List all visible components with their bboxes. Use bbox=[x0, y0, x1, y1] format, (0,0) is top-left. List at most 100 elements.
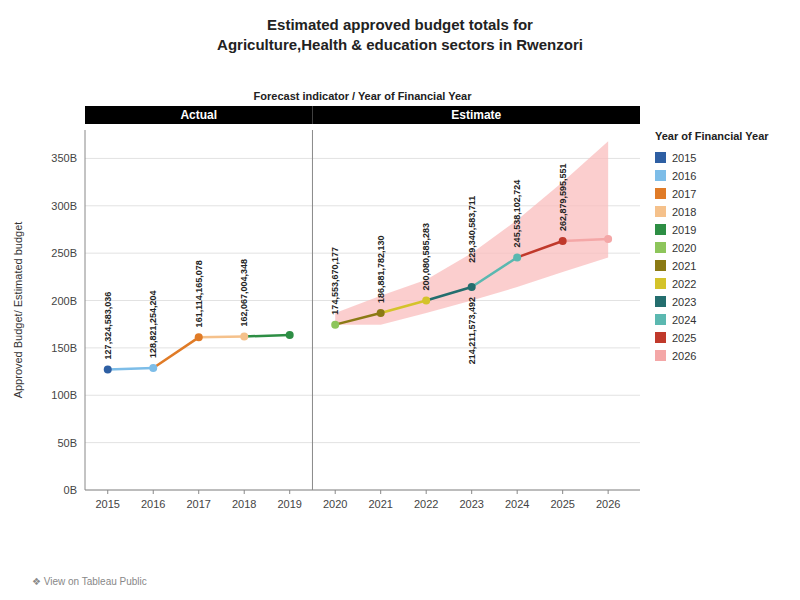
page: {"chart_data": { "type": "line", "title"… bbox=[0, 0, 800, 600]
y-tick-label: 350B bbox=[51, 152, 77, 164]
legend-label: 2024 bbox=[672, 314, 696, 326]
legend-label: 2016 bbox=[672, 170, 696, 182]
legend-label: 2018 bbox=[672, 206, 696, 218]
legend-swatch bbox=[655, 296, 666, 307]
y-tick-label: 0B bbox=[64, 484, 77, 496]
y-tick-label: 300B bbox=[51, 200, 77, 212]
x-tick bbox=[335, 490, 336, 494]
x-tick-label: 2019 bbox=[277, 498, 301, 510]
y-axis-line bbox=[85, 130, 86, 490]
line-segment bbox=[335, 313, 380, 325]
legend-label: 2017 bbox=[672, 188, 696, 200]
line-segment bbox=[153, 337, 198, 368]
legend-swatch bbox=[655, 152, 666, 163]
annotation: 186,881,782,130 bbox=[376, 235, 386, 303]
legend-label: 2020 bbox=[672, 242, 696, 254]
point bbox=[104, 365, 112, 373]
footer: ❖ View on Tableau Public bbox=[32, 576, 147, 587]
x-tick bbox=[517, 490, 518, 494]
legend-swatch bbox=[655, 224, 666, 235]
y-tick-label: 50B bbox=[57, 437, 77, 449]
x-tick-label: 2023 bbox=[459, 498, 483, 510]
annotation: 161,114,165,078 bbox=[194, 260, 204, 327]
x-tick bbox=[426, 490, 427, 494]
x-axis-line bbox=[85, 490, 640, 491]
point bbox=[422, 296, 430, 304]
header-label: Forecast indicator / Year of Financial Y… bbox=[254, 90, 473, 102]
annotation: 200,080,585,283 bbox=[421, 223, 431, 291]
legend-swatch bbox=[655, 314, 666, 325]
x-tick-label: 2026 bbox=[596, 498, 620, 510]
x-tick-label: 2025 bbox=[550, 498, 574, 510]
point bbox=[604, 235, 612, 243]
x-tick bbox=[608, 490, 609, 494]
section-label: Estimate bbox=[451, 108, 501, 122]
x-tick bbox=[471, 490, 472, 494]
section-bar bbox=[85, 106, 312, 124]
x-tick-label: 2020 bbox=[323, 498, 347, 510]
legend-label: 2022 bbox=[672, 278, 696, 290]
x-tick bbox=[153, 490, 154, 494]
x-tick-label: 2015 bbox=[96, 498, 120, 510]
grid-line bbox=[85, 442, 640, 443]
point bbox=[377, 309, 385, 317]
plot-area bbox=[104, 130, 612, 490]
grid-line bbox=[85, 490, 640, 491]
point bbox=[468, 283, 476, 291]
title-line: Estimated approved budget totals for bbox=[267, 16, 533, 33]
legend-swatch bbox=[655, 242, 666, 253]
annotation: 245,538,102,724 bbox=[512, 180, 522, 248]
x-tick-label: 2024 bbox=[505, 498, 529, 510]
line-segment bbox=[244, 335, 289, 336]
legend-label: 2015 bbox=[672, 152, 696, 164]
line-segment bbox=[199, 335, 244, 338]
section-label: Actual bbox=[180, 108, 217, 122]
x-tick bbox=[107, 490, 108, 494]
legend: Year of Financial Year 2015 2016 2017 2018 20… bbox=[655, 130, 769, 362]
line-segment bbox=[563, 239, 608, 241]
legend-swatch bbox=[655, 332, 666, 343]
point bbox=[149, 364, 157, 372]
grid-line bbox=[85, 300, 640, 301]
line-segment bbox=[426, 287, 471, 300]
annotation: 128,821,254,204 bbox=[148, 290, 158, 358]
y-axis-label: Approved Budget/ Estimated budget bbox=[12, 222, 24, 399]
legend-label: 2019 bbox=[672, 224, 696, 236]
x-tick bbox=[244, 490, 245, 494]
y-tick-label: 250B bbox=[51, 247, 77, 259]
x-tick bbox=[380, 490, 381, 494]
annotation: 214,211,573,492 bbox=[467, 297, 477, 364]
x-tick-label: 2022 bbox=[414, 498, 438, 510]
annotation: 229,340,583,711 bbox=[467, 196, 477, 263]
legend-label: 2025 bbox=[672, 332, 696, 344]
y-tick-label: 200B bbox=[51, 295, 77, 307]
chart: Estimated approved budget totals forAgri… bbox=[0, 0, 800, 600]
line-segment bbox=[472, 257, 517, 287]
point bbox=[195, 333, 203, 341]
point bbox=[559, 237, 567, 245]
legend-label: 2021 bbox=[672, 260, 696, 272]
legend-swatch bbox=[655, 350, 666, 361]
legend-label: 2023 bbox=[672, 296, 696, 308]
section-bar bbox=[312, 106, 640, 124]
x-tick-label: 2021 bbox=[368, 498, 392, 510]
annotation: 127,324,583,036 bbox=[103, 292, 113, 360]
x-tick-label: 2018 bbox=[232, 498, 256, 510]
y-tick-label: 100B bbox=[51, 389, 77, 401]
line-segment bbox=[381, 300, 426, 313]
line-segment bbox=[108, 368, 153, 369]
annotations: 127,324,583,036 128,821,254,204 161,114,16… bbox=[103, 163, 568, 364]
legend-swatch bbox=[655, 260, 666, 271]
grid-line bbox=[85, 395, 640, 396]
legend-swatch bbox=[655, 206, 666, 217]
point bbox=[286, 331, 294, 339]
legend-swatch bbox=[655, 188, 666, 199]
x-tick bbox=[198, 490, 199, 494]
legend-title: Year of Financial Year bbox=[655, 130, 769, 142]
point bbox=[240, 332, 248, 340]
divider bbox=[312, 130, 313, 490]
grid-line bbox=[85, 347, 640, 348]
point bbox=[513, 253, 521, 261]
point bbox=[331, 321, 339, 329]
x-tick bbox=[562, 490, 563, 494]
